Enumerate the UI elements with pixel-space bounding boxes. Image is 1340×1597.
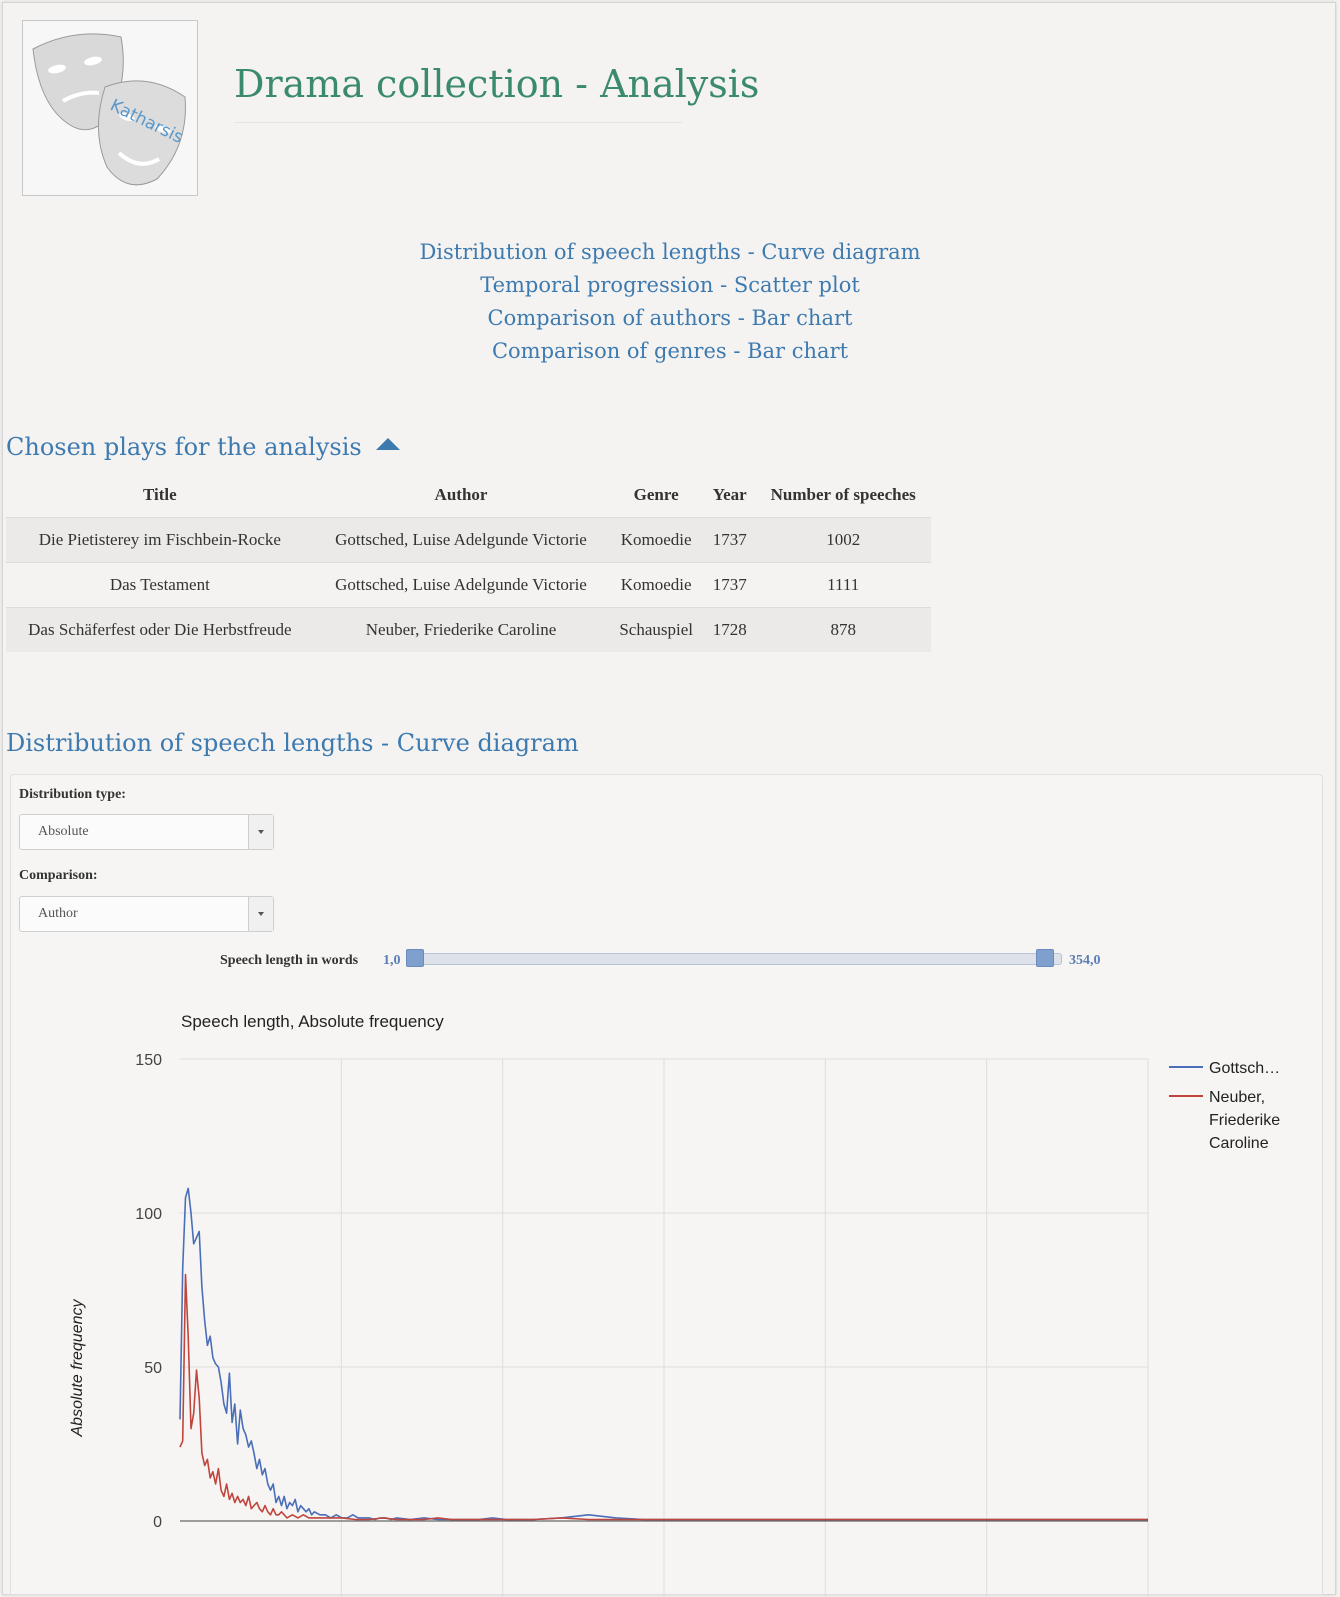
- column-header-genre[interactable]: Genre: [633, 485, 679, 504]
- column-header-title[interactable]: Title: [142, 485, 177, 504]
- cell-author: Gottsched, Luise Adelgunde Victorie: [313, 517, 609, 563]
- cell-title: Das Testament: [6, 562, 314, 608]
- toc-link-authors-bar-chart[interactable]: Comparison of authors - Bar chart: [487, 306, 853, 330]
- cell-author: Gottsched, Luise Adelgunde Victorie: [313, 562, 609, 608]
- slider-handle-max[interactable]: [1036, 949, 1054, 967]
- caret-down-icon: [258, 912, 264, 916]
- distribution-heading: Distribution of speech lengths - Curve d…: [6, 729, 579, 757]
- page-title: Drama collection - Analysis: [234, 62, 760, 106]
- title-divider: [234, 122, 682, 123]
- cell-genre: Komoedie: [608, 562, 705, 608]
- toc-link-scatter-plot[interactable]: Temporal progression - Scatter plot: [480, 273, 860, 297]
- cell-genre: Komoedie: [608, 517, 705, 563]
- series-line-1: [179, 1187, 1148, 1521]
- distribution-type-label: Distribution type:: [19, 787, 126, 802]
- toc-link-genres-bar-chart[interactable]: Comparison of genres - Bar chart: [491, 339, 849, 363]
- comparison-value: Author: [38, 906, 78, 921]
- distribution-type-select[interactable]: Absolute: [19, 814, 274, 850]
- cell-year: 1737: [704, 517, 756, 563]
- slider-min-value: 1,0: [383, 953, 401, 968]
- legend-label-2-line: Caroline: [1209, 1135, 1269, 1152]
- y-tick-label: 0: [153, 1514, 162, 1531]
- toc-link-curve-diagram[interactable]: Distribution of speech lengths - Curve d…: [419, 240, 921, 264]
- cell-title: Das Schäferfest oder Die Herbstfreude: [6, 607, 314, 652]
- table-row: Die Pietisterey im Fischbein-Rocke Gotts…: [6, 517, 931, 563]
- y-tick-label: 50: [144, 1360, 162, 1377]
- dropdown-button[interactable]: [248, 815, 273, 849]
- cell-speeches: 1002: [755, 517, 931, 563]
- column-header-year[interactable]: Year: [712, 485, 747, 504]
- legend-label-1: Gottsch…: [1209, 1060, 1280, 1077]
- table-row: Das Testament Gottsched, Luise Adelgunde…: [6, 562, 931, 608]
- y-tick-label: 150: [135, 1052, 162, 1069]
- plays-table: Title Author Genre Year Number of speech…: [6, 475, 931, 652]
- slider-max-value: 354,0: [1069, 953, 1101, 968]
- table-header-row: Title Author Genre Year Number of speech…: [6, 475, 931, 518]
- cell-year: 1728: [704, 607, 756, 652]
- theatre-masks-logo: Katharsis: [22, 20, 198, 196]
- chosen-plays-title: Chosen plays for the analysis: [6, 433, 362, 461]
- cell-genre: Schauspiel: [608, 607, 705, 652]
- legend-label-2-line: Neuber,: [1209, 1089, 1265, 1106]
- cell-year: 1737: [704, 562, 756, 608]
- table-of-contents: Distribution of speech lengths - Curve d…: [0, 236, 1340, 368]
- chosen-plays-heading: Chosen plays for the analysis: [6, 433, 400, 461]
- table-row: Das Schäferfest oder Die Herbstfreude Ne…: [6, 607, 931, 652]
- cell-speeches: 1111: [755, 562, 931, 608]
- cell-title: Die Pietisterey im Fischbein-Rocke: [6, 517, 314, 563]
- comparison-select[interactable]: Author: [19, 896, 274, 932]
- speech-length-label: Speech length in words: [220, 953, 359, 968]
- column-header-author[interactable]: Author: [434, 485, 488, 504]
- column-header-speeches[interactable]: Number of speeches: [770, 485, 916, 504]
- series-line-2: [179, 1273, 1148, 1521]
- legend-label-2-line: Friederike: [1209, 1112, 1280, 1129]
- comparison-label: Comparison:: [19, 868, 98, 883]
- y-tick-label: 100: [135, 1206, 162, 1223]
- cell-speeches: 878: [755, 607, 931, 652]
- slider-handle-min[interactable]: [406, 949, 424, 967]
- cell-author: Neuber, Friederike Caroline: [313, 607, 609, 652]
- chart-title: Speech length, Absolute frequency: [181, 1012, 444, 1031]
- y-axis-label: Absolute frequency: [69, 1299, 86, 1438]
- distribution-type-value: Absolute: [38, 824, 89, 839]
- dropdown-button[interactable]: [248, 897, 273, 931]
- caret-down-icon: [258, 830, 264, 834]
- collapse-triangle-icon[interactable]: [375, 438, 400, 450]
